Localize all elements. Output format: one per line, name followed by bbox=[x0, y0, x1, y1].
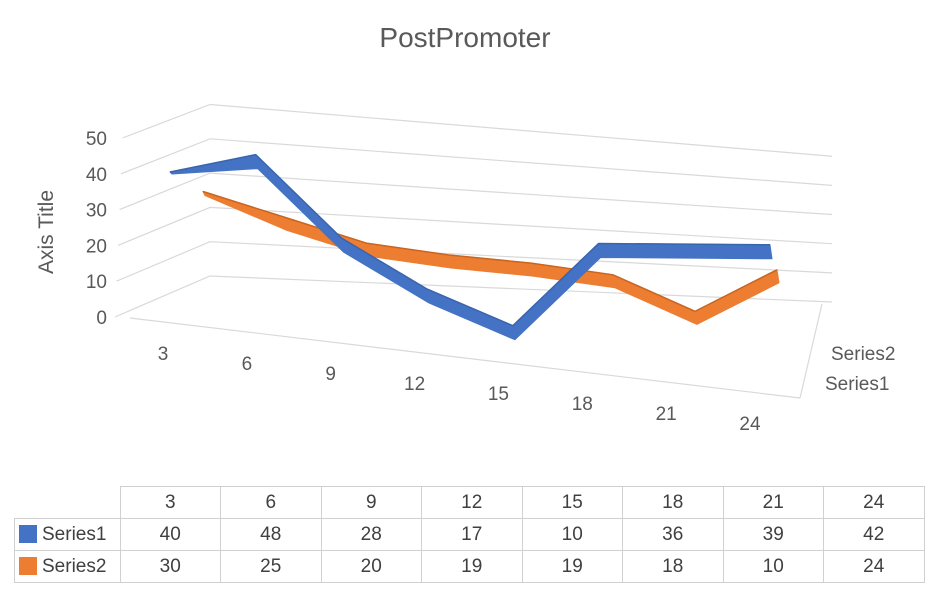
data-table-header-cell: 15 bbox=[521, 486, 623, 519]
data-table-value: 30 bbox=[119, 550, 221, 583]
data-table-header-cell: 9 bbox=[320, 486, 422, 519]
data-table-header-row: 3 6 9 12 15 18 21 24 bbox=[14, 486, 925, 519]
data-table-row: Series1 40 48 28 17 10 36 39 42 bbox=[14, 518, 925, 551]
legend-swatch bbox=[19, 556, 37, 575]
x-tick-label: 18 bbox=[572, 394, 593, 415]
x-tick-label: 6 bbox=[242, 354, 253, 375]
data-table-header-cell: 24 bbox=[823, 486, 925, 519]
x-tick-label: 3 bbox=[158, 344, 169, 365]
legend-label: Series2 bbox=[42, 555, 107, 577]
data-table-value: 18 bbox=[622, 550, 724, 583]
y-tick-label: 20 bbox=[86, 236, 107, 257]
gridlines bbox=[114, 103, 833, 399]
legend-swatch bbox=[19, 524, 37, 543]
data-table-value: 24 bbox=[823, 550, 925, 583]
data-table-value: 20 bbox=[320, 550, 422, 583]
chart-title: PostPromoter bbox=[379, 22, 551, 53]
data-table-value: 25 bbox=[220, 550, 322, 583]
data-table-value: 28 bbox=[320, 518, 422, 551]
data-table-header-cell: 3 bbox=[119, 486, 221, 519]
x-tick-label: 21 bbox=[656, 404, 677, 425]
data-table-value: 40 bbox=[119, 518, 221, 551]
data-table-header-cell: 21 bbox=[722, 486, 824, 519]
y-tick-label: 40 bbox=[86, 165, 107, 186]
data-table-value: 39 bbox=[722, 518, 824, 551]
gridline bbox=[116, 241, 833, 282]
floor-edge bbox=[129, 317, 801, 399]
gridline bbox=[120, 138, 833, 186]
x-tick-label: 24 bbox=[739, 414, 761, 435]
series-lines bbox=[169, 153, 780, 341]
legend-label: Series1 bbox=[42, 523, 107, 545]
y-tick-label: 0 bbox=[96, 308, 107, 329]
data-table-value: 42 bbox=[823, 518, 925, 551]
chart-plot: 0 10 20 30 40 50 3 6 9 12 15 18 21 24 Series2 Series1… bbox=[35, 103, 895, 435]
x-tick-label: 15 bbox=[488, 384, 509, 405]
gridline bbox=[114, 275, 833, 318]
y-axis-ticks: 0 10 20 30 40 50 bbox=[86, 129, 107, 329]
depth-axis-label: Series2 bbox=[831, 344, 895, 365]
data-table-series-label: Series1 bbox=[14, 518, 121, 551]
data-table-value: 36 bbox=[622, 518, 724, 551]
data-table-value: 48 bbox=[220, 518, 322, 551]
data-table-value: 10 bbox=[521, 518, 623, 551]
data-table-row: Series2 30 25 20 19 19 18 10 24 bbox=[14, 550, 925, 583]
data-table-header-cell: 18 bbox=[622, 486, 724, 519]
gridline bbox=[117, 206, 833, 246]
data-table-header-cell: 12 bbox=[421, 486, 523, 519]
data-table-corner bbox=[14, 486, 121, 519]
y-axis-title: Axis Title bbox=[35, 190, 58, 274]
x-axis-ticks: 3 6 9 12 15 18 21 24 bbox=[158, 344, 761, 435]
x-tick-label: 12 bbox=[404, 374, 425, 395]
depth-axis-labels: Series2 Series1 bbox=[825, 344, 895, 395]
y-tick-label: 10 bbox=[86, 272, 107, 293]
floor-edge bbox=[799, 303, 823, 399]
series-line-edge bbox=[202, 190, 778, 313]
data-table-value: 19 bbox=[521, 550, 623, 583]
data-table: 3 6 9 12 15 18 21 24 Series1 40 48 28 17 10 36 39 42 Seri… bbox=[14, 486, 925, 583]
data-table-series-label: Series2 bbox=[14, 550, 121, 583]
data-table-header-cell: 6 bbox=[220, 486, 322, 519]
data-table-value: 17 bbox=[421, 518, 523, 551]
y-tick-label: 30 bbox=[86, 201, 107, 222]
gridline bbox=[122, 103, 833, 157]
series-line-edge bbox=[169, 153, 771, 327]
gridline bbox=[119, 172, 833, 216]
x-tick-label: 9 bbox=[325, 364, 336, 385]
y-tick-label: 50 bbox=[86, 129, 107, 150]
data-table-value: 19 bbox=[421, 550, 523, 583]
data-table-value: 10 bbox=[722, 550, 824, 583]
depth-axis-label: Series1 bbox=[825, 374, 889, 395]
